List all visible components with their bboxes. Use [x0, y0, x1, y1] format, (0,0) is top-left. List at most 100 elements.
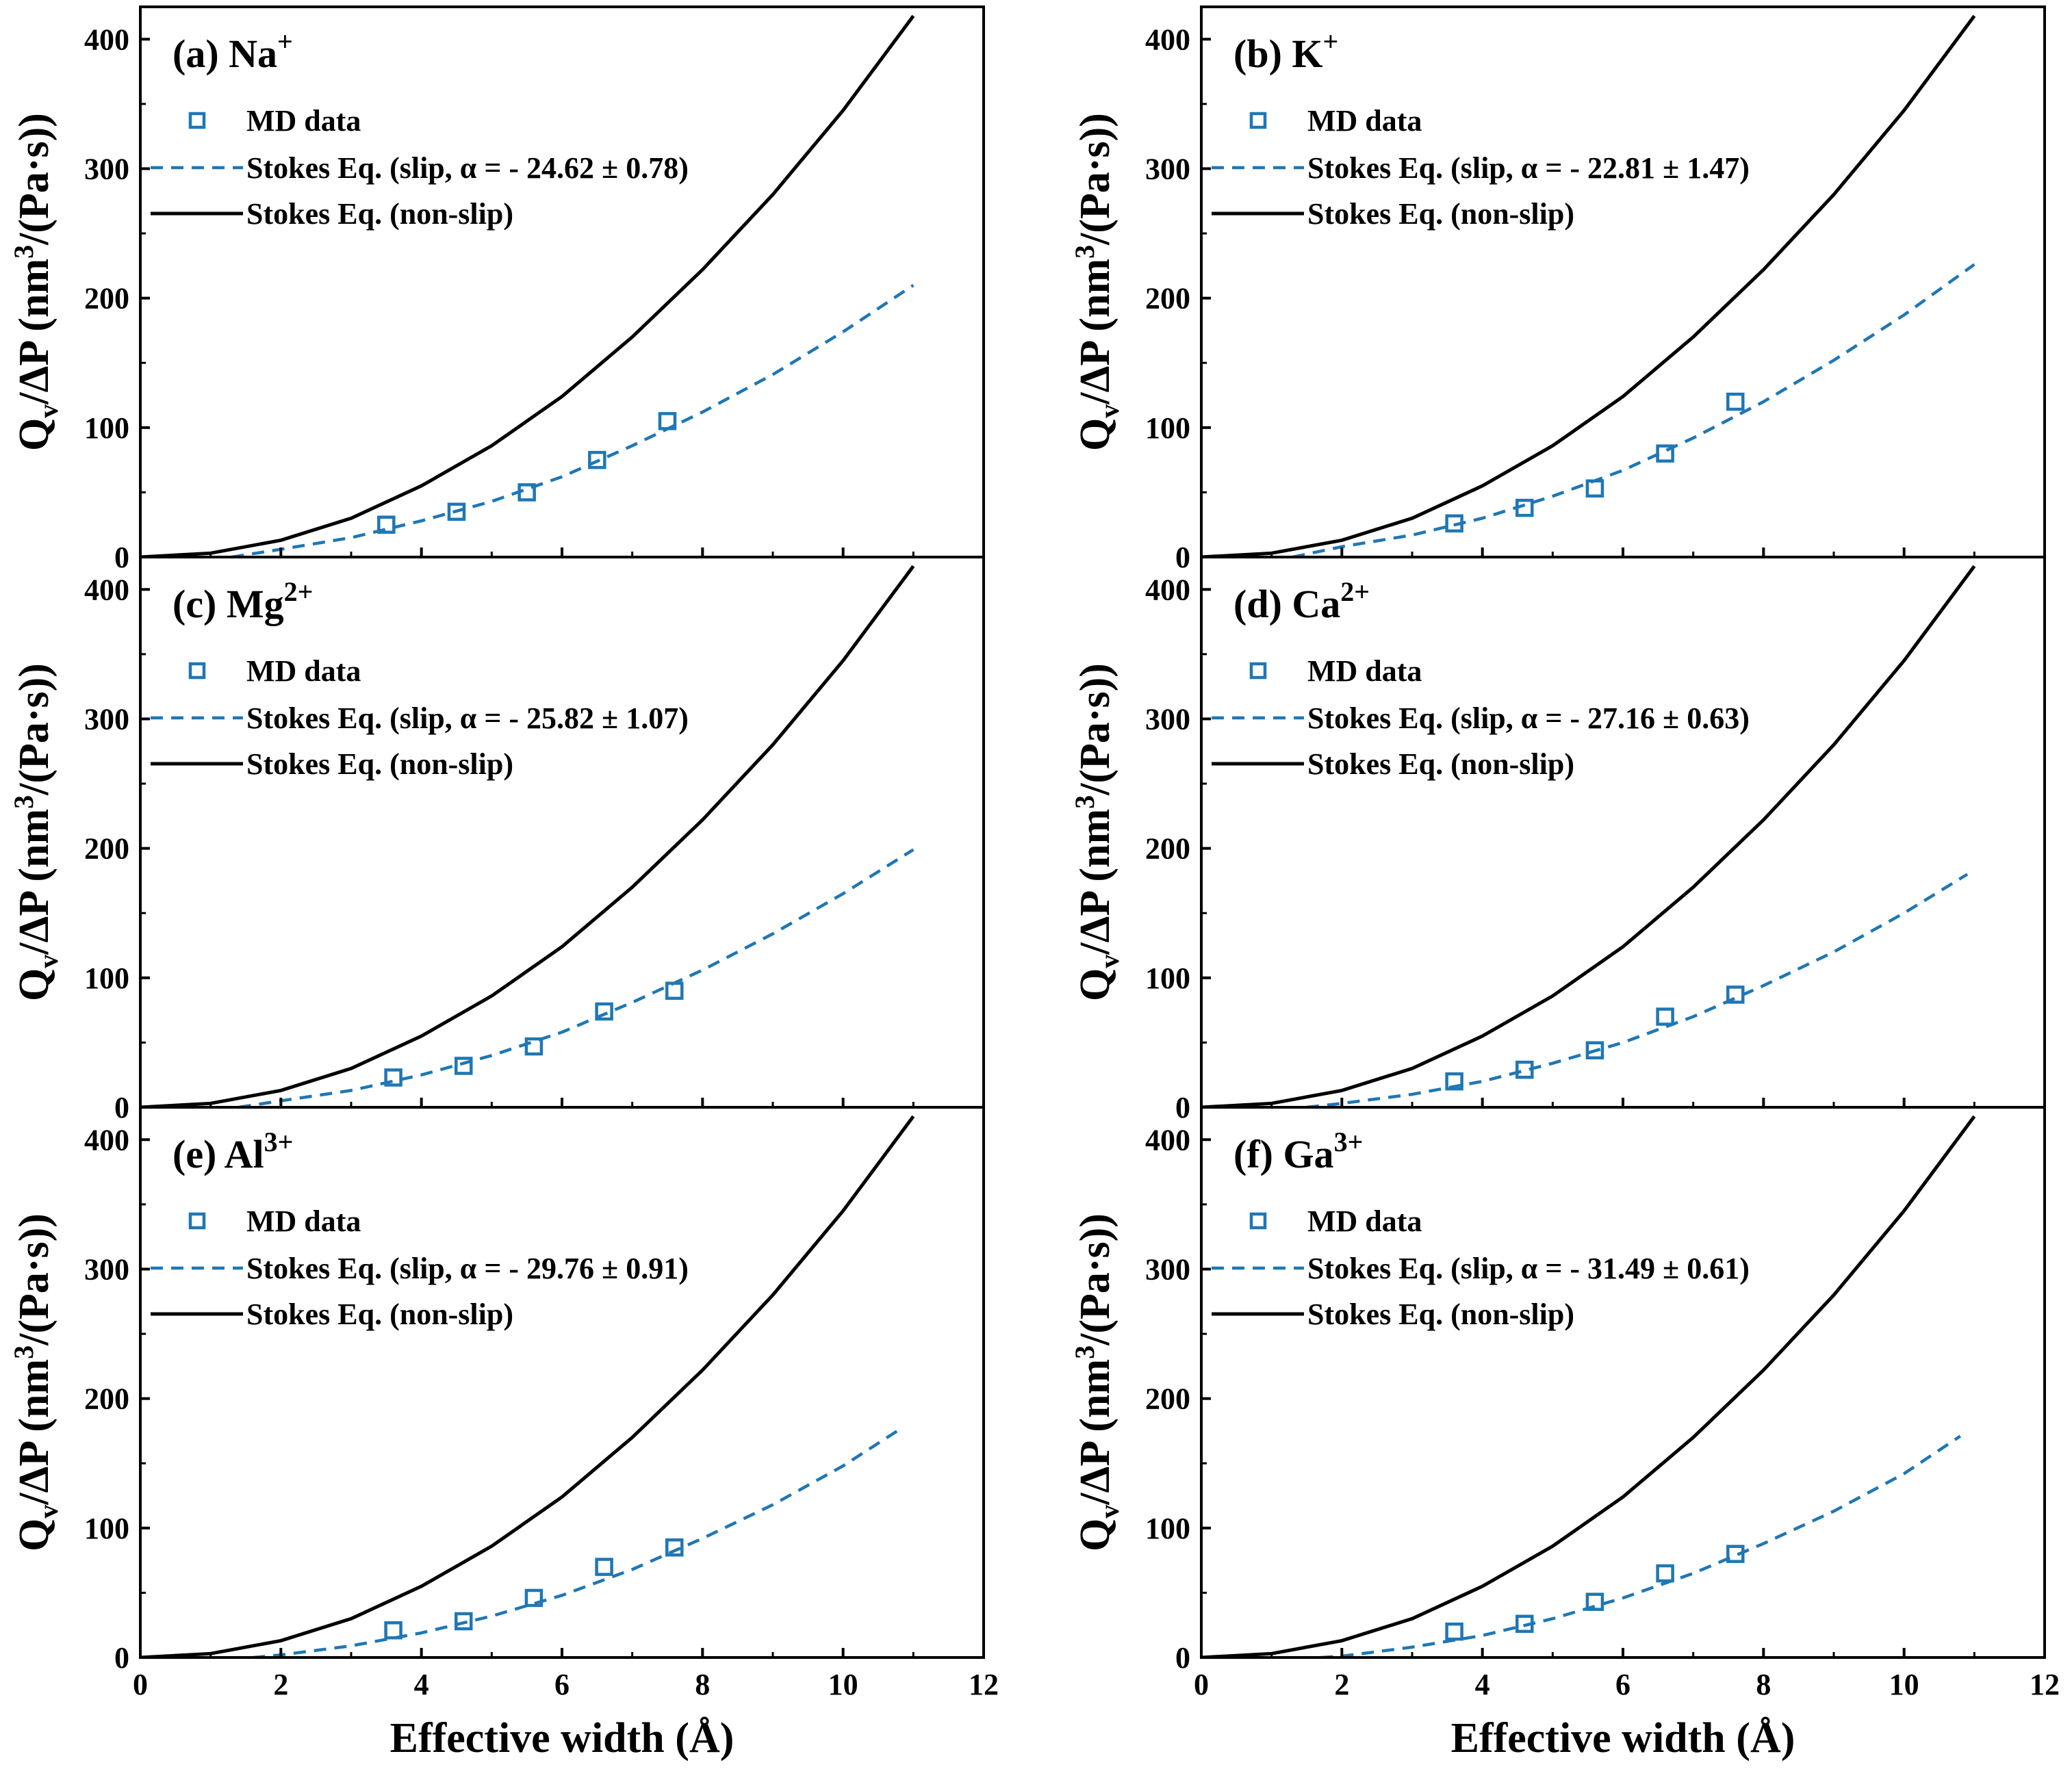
x-tick-label: 8	[695, 1668, 710, 1701]
y-axis-title-tail: /(Pa·s))	[11, 113, 57, 246]
legend-nonslip-label: Stokes Eq. (non-slip)	[246, 1298, 513, 1331]
panel-label-charge: 2+	[284, 576, 314, 607]
md-point	[1656, 444, 1674, 463]
y-axis-title: Qv/ΔP (nm3/(Pa·s))	[8, 1213, 64, 1551]
nonslip-curve	[1201, 14, 1976, 557]
y-tick-label: 200	[1145, 832, 1190, 866]
nonslip-curve	[140, 1115, 915, 1658]
md-point	[1726, 392, 1745, 411]
legend-md-label: MD data	[1307, 1204, 1422, 1238]
panel-label-charge: +	[277, 26, 293, 57]
md-point	[595, 1558, 613, 1576]
md-point	[517, 483, 536, 502]
y-axis-title-sup: 3	[1069, 795, 1100, 809]
panel-e: 0 100 200 300 400 0 2 4 6 8 10 12 Qv/ΔP (nm3/(Pa·s))…	[8, 1106, 999, 1762]
legend-md-label: MD data	[246, 654, 361, 688]
y-axis-title-sup: 3	[1069, 1345, 1100, 1359]
panel-c: 0 100 200 300 400 Qv/ΔP (nm3/(Pa·s)) (c) Mg2+ M…	[8, 556, 985, 1124]
md-point	[1515, 498, 1534, 517]
x-tick-label: 2	[1334, 1668, 1349, 1701]
panel-label-text: (d) Ca	[1233, 582, 1340, 626]
y-tick-label: 0	[114, 1091, 129, 1124]
legend-nonslip-label: Stokes Eq. (non-slip)	[1307, 197, 1574, 231]
panel-label-text: (c) Mg	[172, 582, 284, 626]
md-point	[658, 412, 677, 430]
md-point	[1656, 1007, 1674, 1026]
panel-label: (f) Ga3+	[1233, 1126, 1363, 1176]
y-axis-title: Qv/ΔP (nm3/(Pa·s))	[1069, 1213, 1125, 1551]
legend-md-marker	[188, 1212, 206, 1230]
panel-label: (e) Al3+	[172, 1126, 293, 1176]
y-axis-title-q: Q	[11, 1519, 57, 1551]
y-axis-title-q: Q	[11, 968, 57, 1001]
y-axis-title-mid: /ΔP (nm	[1072, 1359, 1118, 1506]
panel-label: (d) Ca2+	[1233, 576, 1370, 626]
y-tick-label: 400	[84, 23, 129, 56]
md-point	[1515, 1614, 1534, 1634]
y-axis-title: Qv/ΔP (nm3/(Pa·s))	[8, 113, 64, 451]
y-axis-title-tail: /(Pa·s))	[11, 663, 57, 796]
legend: MD data Stokes Eq. (slip, α = - 25.82 ± 1…	[151, 654, 689, 781]
legend-slip-label: Stokes Eq. (slip, α = - 24.62 ± 0.78)	[246, 151, 689, 185]
md-point	[1726, 1545, 1745, 1563]
slip-curve	[1292, 263, 1975, 557]
y-axis-title-q: Q	[11, 418, 57, 451]
y-axis-title-sub: v	[33, 955, 64, 968]
legend: MD data Stokes Eq. (slip, α = - 22.81 ± 1…	[1212, 104, 1750, 231]
y-axis-title-sub: v	[33, 404, 64, 418]
y-axis-title-sup: 3	[1069, 245, 1100, 259]
panel-label-charge: 3+	[264, 1126, 294, 1157]
md-point	[665, 1538, 684, 1557]
panel-label: (c) Mg2+	[172, 576, 313, 626]
legend-nonslip-label: Stokes Eq. (non-slip)	[1307, 1298, 1574, 1331]
y-axis-title: Qv/ΔP (nm3/(Pa·s))	[1069, 113, 1125, 451]
y-axis-title-sub: v	[1094, 955, 1125, 968]
y-tick-label: 0	[1175, 1091, 1190, 1124]
legend: MD data Stokes Eq. (slip, α = - 29.76 ± 0…	[151, 1204, 689, 1331]
y-tick-label: 200	[84, 832, 129, 866]
panel-f: 0 100 200 300 400 0 2 4 6 8 10 12 Qv/ΔP (nm3/(Pa·s))…	[1069, 1106, 2060, 1762]
legend-md-marker	[188, 662, 206, 680]
y-tick-label: 400	[1145, 23, 1190, 56]
md-point	[377, 515, 396, 534]
panel-a: 0 100 200 300 400 Qv/ΔP (nm3/(Pa·s)) (a) Na+ MD…	[8, 5, 985, 574]
x-axis-title: Effective width (Å)	[390, 1715, 734, 1762]
y-axis-title-sup: 3	[8, 245, 39, 259]
panel-label: (a) Na+	[172, 26, 293, 76]
slip-curve	[253, 1428, 901, 1658]
md-point	[384, 1068, 402, 1087]
y-tick-label: 200	[84, 1382, 129, 1416]
panel-d: 0 100 200 300 400 Qv/ΔP (nm3/(Pa·s)) (d) Ca2+ M…	[1069, 556, 2046, 1124]
panel-label-charge: +	[1323, 26, 1339, 57]
md-point	[595, 1002, 613, 1021]
y-tick-label: 0	[1175, 541, 1190, 574]
legend-nonslip-label: Stokes Eq. (non-slip)	[246, 197, 513, 231]
y-tick-label: 200	[84, 282, 129, 315]
md-point	[588, 450, 606, 469]
legend-md-label: MD data	[1307, 654, 1422, 688]
x-tick-label: 6	[554, 1668, 570, 1701]
y-axis-title-sub: v	[1094, 404, 1125, 418]
y-tick-label: 300	[1145, 1252, 1190, 1286]
legend-md-marker	[1249, 112, 1267, 129]
legend-slip-label: Stokes Eq. (slip, α = - 27.16 ± 0.63)	[1307, 701, 1750, 735]
md-point	[1515, 1060, 1534, 1079]
y-tick-label: 100	[84, 962, 129, 995]
md-point	[1656, 1564, 1674, 1583]
y-tick-label: 100	[84, 1512, 129, 1545]
md-point	[1585, 479, 1604, 498]
legend-md-label: MD data	[246, 1204, 361, 1238]
y-axis-title-mid: /ΔP (nm	[1072, 259, 1118, 405]
y-tick-label: 0	[114, 541, 129, 574]
y-axis-title-mid: /ΔP (nm	[11, 809, 57, 955]
md-point	[1445, 1622, 1463, 1641]
y-tick-label: 100	[1145, 962, 1190, 995]
y-axis-title-tail: /(Pa·s))	[1072, 113, 1118, 246]
y-tick-label: 100	[1145, 411, 1190, 445]
y-axis-title-q: Q	[1072, 968, 1118, 1001]
slip-curve	[238, 848, 915, 1107]
y-axis-title-q: Q	[1072, 1519, 1118, 1551]
legend-slip-label: Stokes Eq. (slip, α = - 31.49 ± 0.61)	[1307, 1252, 1750, 1285]
legend-slip-label: Stokes Eq. (slip, α = - 29.76 ± 0.91)	[246, 1252, 689, 1285]
